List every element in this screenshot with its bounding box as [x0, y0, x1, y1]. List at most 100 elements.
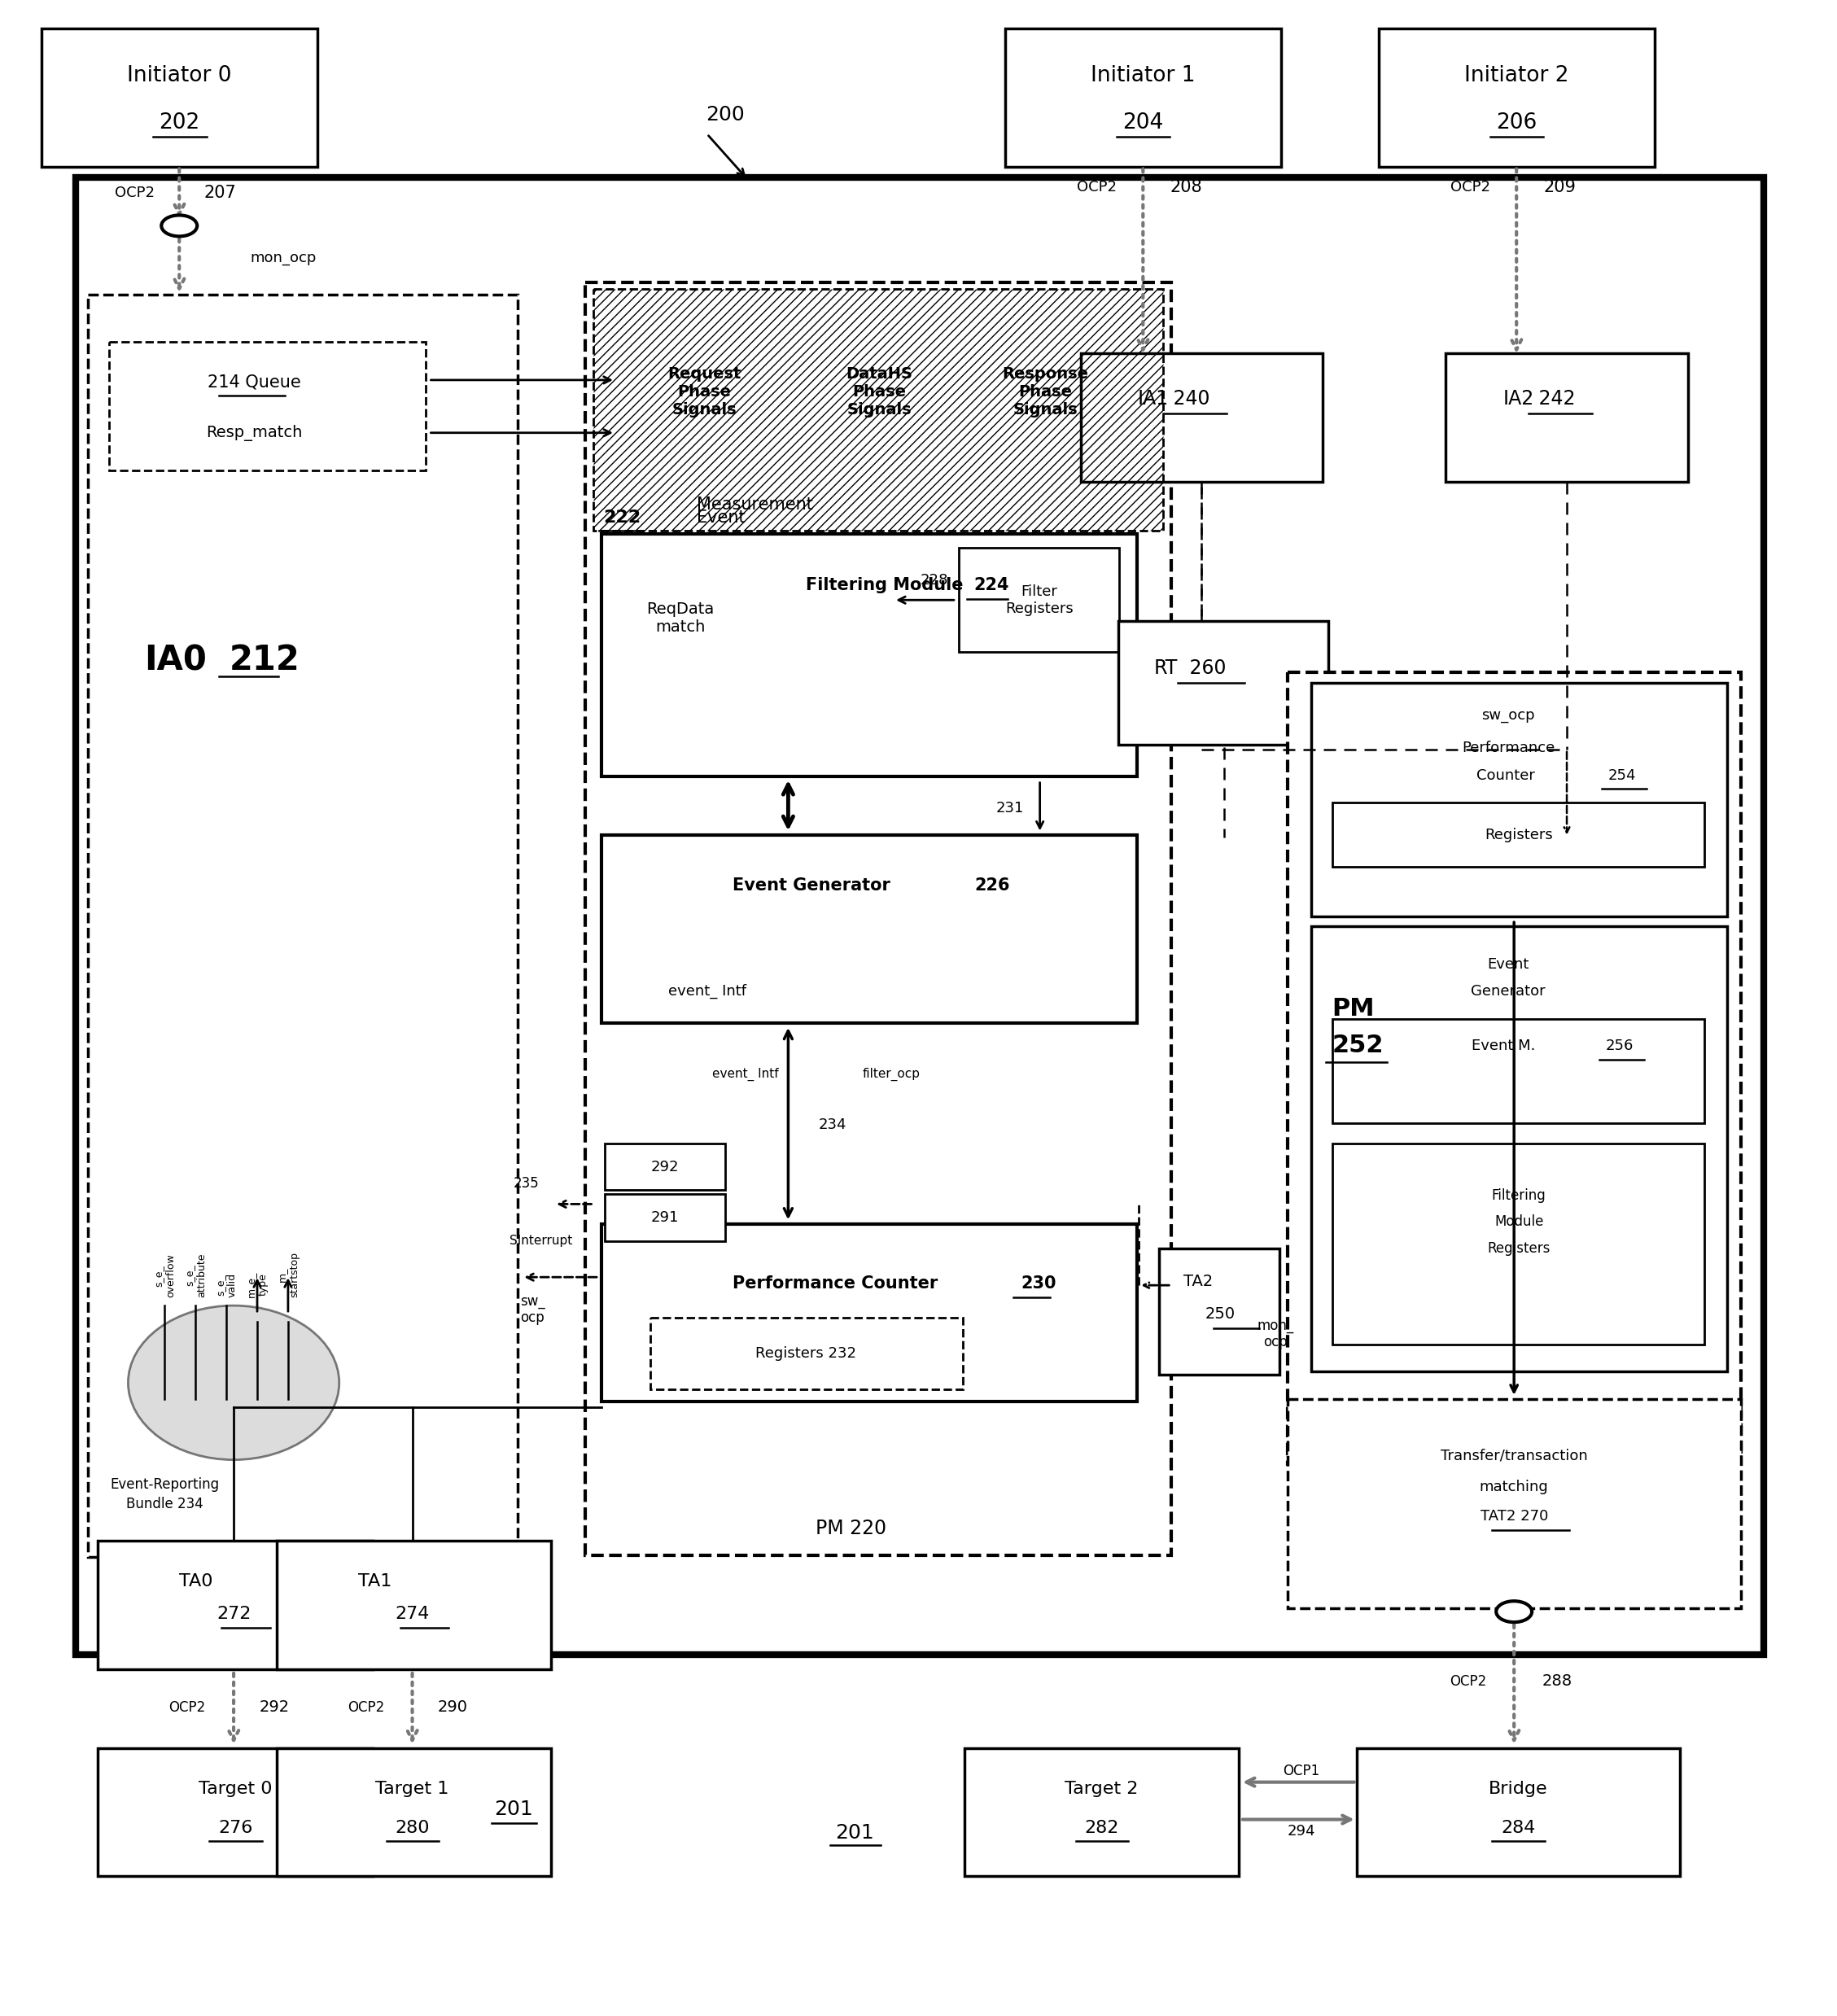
Text: 207: 207: [204, 185, 235, 202]
Text: 256: 256: [1606, 1038, 1633, 1052]
Bar: [1159, 1248, 1279, 1375]
Text: TA2: TA2: [1183, 1274, 1212, 1288]
Bar: [88, 294, 518, 1556]
Text: 274: 274: [395, 1607, 430, 1623]
Bar: [277, 1748, 551, 1877]
Text: 200: 200: [705, 105, 744, 125]
Text: 242: 242: [1532, 389, 1576, 409]
Text: Filtering Module: Filtering Module: [806, 577, 970, 593]
Text: 292: 292: [259, 1699, 290, 1716]
Text: 240: 240: [1166, 389, 1211, 409]
Text: 235: 235: [513, 1177, 538, 1191]
Text: s_e_
attribute: s_e_ attribute: [184, 1254, 208, 1298]
Text: sw_ocp: sw_ocp: [1482, 708, 1536, 722]
Ellipse shape: [162, 216, 197, 236]
Bar: [97, 1540, 373, 1669]
Text: m_e_
type: m_e_ type: [246, 1270, 268, 1298]
Text: Target 0: Target 0: [198, 1780, 272, 1796]
Bar: [97, 1748, 373, 1877]
Text: Generator: Generator: [1471, 984, 1545, 998]
Text: TA0: TA0: [180, 1572, 213, 1591]
Text: 208: 208: [1170, 179, 1201, 196]
Text: 228: 228: [920, 573, 948, 589]
Bar: [1119, 621, 1328, 744]
Text: Registers 232: Registers 232: [755, 1347, 856, 1361]
Text: 224: 224: [974, 577, 1010, 593]
Text: 252: 252: [1332, 1034, 1383, 1058]
Text: Initiator 0: Initiator 0: [127, 65, 231, 87]
Text: s_e_
valid: s_e_ valid: [215, 1272, 237, 1298]
Bar: [959, 548, 1119, 651]
Ellipse shape: [1495, 1601, 1532, 1623]
Text: OCP2: OCP2: [169, 1699, 206, 1716]
Bar: [277, 1540, 551, 1669]
Text: Event: Event: [1488, 958, 1528, 972]
Text: Bridge: Bridge: [1488, 1780, 1547, 1796]
Text: OCP2: OCP2: [1449, 1673, 1486, 1689]
Text: 288: 288: [1541, 1673, 1572, 1689]
Text: matching: matching: [1479, 1480, 1549, 1494]
Text: Request
Phase
Signals: Request Phase Signals: [669, 367, 742, 417]
Text: Event Generator: Event Generator: [733, 877, 896, 893]
Text: Target 1: Target 1: [375, 1780, 448, 1796]
Bar: [601, 835, 1137, 1022]
Text: 201: 201: [494, 1798, 533, 1818]
Text: 202: 202: [158, 113, 200, 133]
Text: Filter
Registers: Filter Registers: [1005, 585, 1073, 615]
Bar: [964, 1748, 1238, 1877]
Text: Registers: Registers: [1484, 827, 1552, 843]
Text: OCP2: OCP2: [1449, 179, 1490, 196]
Text: DataHS
Phase
Signals: DataHS Phase Signals: [845, 367, 913, 417]
Text: 254: 254: [1607, 768, 1637, 782]
Bar: [601, 1224, 1137, 1401]
Text: event_ Intf: event_ Intf: [669, 984, 746, 998]
Bar: [586, 282, 1172, 1556]
Bar: [1378, 28, 1655, 167]
Text: 294: 294: [1288, 1824, 1315, 1839]
Text: 206: 206: [1495, 113, 1538, 133]
Bar: [1288, 1399, 1741, 1609]
Text: Registers: Registers: [1488, 1242, 1550, 1256]
Bar: [1288, 671, 1741, 1464]
Text: Response
Phase
Signals: Response Phase Signals: [1003, 367, 1089, 417]
Bar: [40, 28, 318, 167]
Text: 292: 292: [650, 1159, 680, 1173]
Text: mon_ocp: mon_ocp: [250, 250, 316, 266]
Text: IA2: IA2: [1503, 389, 1534, 409]
Text: Bundle 234: Bundle 234: [127, 1498, 204, 1512]
Text: IA0: IA0: [145, 643, 208, 677]
Text: 204: 204: [1122, 113, 1163, 133]
Bar: [1005, 28, 1280, 167]
Text: Resp_match: Resp_match: [206, 425, 301, 442]
Text: sw_
ocp: sw_ ocp: [520, 1294, 546, 1325]
Text: TAT2 270: TAT2 270: [1481, 1510, 1549, 1524]
Bar: [110, 343, 426, 470]
Text: s_e_
overflow: s_e_ overflow: [152, 1254, 176, 1298]
Text: 276: 276: [219, 1820, 252, 1837]
Text: PM: PM: [1332, 998, 1376, 1020]
Text: Module: Module: [1493, 1214, 1543, 1230]
Text: 284: 284: [1501, 1820, 1536, 1837]
Text: 209: 209: [1543, 179, 1576, 196]
Text: m_
startstop: m_ startstop: [277, 1252, 299, 1298]
Ellipse shape: [129, 1306, 340, 1460]
Text: Initiator 2: Initiator 2: [1464, 65, 1569, 87]
Bar: [1312, 683, 1727, 917]
Text: OCP2: OCP2: [1076, 179, 1117, 196]
Text: 226: 226: [975, 877, 1010, 893]
Text: 230: 230: [1021, 1276, 1056, 1292]
Text: mon_
ocp: mon_ ocp: [1257, 1318, 1293, 1351]
Text: 260: 260: [1183, 659, 1227, 677]
Text: filter_ocp: filter_ocp: [862, 1068, 920, 1081]
Text: Initiator 1: Initiator 1: [1091, 65, 1196, 87]
Text: 214 Queue: 214 Queue: [208, 375, 301, 391]
Text: Measurement: Measurement: [696, 496, 812, 512]
Text: 250: 250: [1205, 1306, 1234, 1320]
Bar: [1446, 353, 1688, 482]
Bar: [1356, 1748, 1679, 1877]
Bar: [1332, 1143, 1705, 1345]
Text: SInterrupt: SInterrupt: [509, 1234, 571, 1246]
Bar: [1332, 802, 1705, 867]
Text: 201: 201: [836, 1824, 874, 1843]
Bar: [1312, 927, 1727, 1371]
